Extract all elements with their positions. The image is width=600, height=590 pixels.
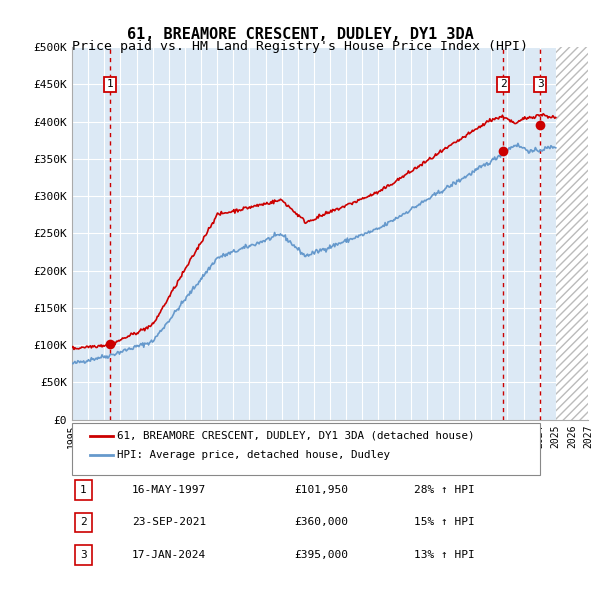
Text: 3: 3 <box>537 80 544 90</box>
Text: £395,000: £395,000 <box>294 550 348 560</box>
Text: 3: 3 <box>80 550 87 560</box>
Text: 2: 2 <box>80 517 87 527</box>
Text: 61, BREAMORE CRESCENT, DUDLEY, DY1 3DA: 61, BREAMORE CRESCENT, DUDLEY, DY1 3DA <box>127 27 473 41</box>
Text: 28% ↑ HPI: 28% ↑ HPI <box>414 485 475 495</box>
Text: Price paid vs. HM Land Registry's House Price Index (HPI): Price paid vs. HM Land Registry's House … <box>72 40 528 53</box>
Text: 1: 1 <box>80 485 87 495</box>
Text: 15% ↑ HPI: 15% ↑ HPI <box>414 517 475 527</box>
Text: £101,950: £101,950 <box>294 485 348 495</box>
Text: 2: 2 <box>500 80 506 90</box>
Text: 23-SEP-2021: 23-SEP-2021 <box>132 517 206 527</box>
Text: 61, BREAMORE CRESCENT, DUDLEY, DY1 3DA (detached house): 61, BREAMORE CRESCENT, DUDLEY, DY1 3DA (… <box>117 431 475 441</box>
Text: 13% ↑ HPI: 13% ↑ HPI <box>414 550 475 560</box>
Text: £360,000: £360,000 <box>294 517 348 527</box>
Text: HPI: Average price, detached house, Dudley: HPI: Average price, detached house, Dudl… <box>117 450 390 460</box>
Text: 1: 1 <box>107 80 113 90</box>
Text: 16-MAY-1997: 16-MAY-1997 <box>132 485 206 495</box>
Text: 17-JAN-2024: 17-JAN-2024 <box>132 550 206 560</box>
